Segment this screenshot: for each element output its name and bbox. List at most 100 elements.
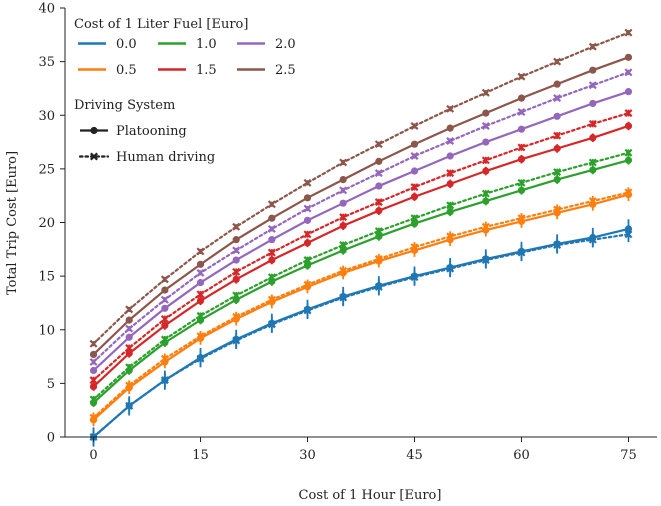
plot-area	[89, 28, 633, 447]
series-1-0-human-line	[92, 151, 630, 401]
human-point	[624, 28, 633, 37]
platooning-point	[89, 399, 98, 407]
human-marker-stroke	[553, 94, 562, 103]
human-marker-stroke	[125, 305, 134, 314]
series-1-5-human-line	[92, 112, 630, 382]
human-point	[267, 248, 276, 257]
human-marker-stroke	[160, 275, 169, 284]
human-point	[339, 186, 348, 195]
platooning-point	[589, 166, 597, 174]
platooning-point	[268, 319, 276, 327]
human-point	[303, 256, 312, 265]
human-marker-stroke	[374, 169, 383, 178]
legend-platooning-marker	[90, 126, 98, 135]
platooning-point	[232, 275, 240, 283]
platooning-point	[339, 246, 347, 254]
platooning-point	[89, 382, 98, 391]
legend-label-human-driving: Human driving	[116, 150, 215, 165]
human-marker-stroke	[624, 68, 633, 77]
human-point	[446, 169, 455, 178]
platooning-point	[339, 292, 347, 301]
human-marker-stroke	[553, 131, 562, 140]
platooning-point	[446, 263, 454, 272]
platooning-point	[482, 197, 490, 205]
platooning-point	[624, 191, 633, 199]
platooning-point	[446, 152, 454, 160]
human-marker-stroke	[196, 247, 205, 256]
human-marker-stroke	[267, 200, 276, 209]
platooning-point	[482, 109, 490, 117]
legend-title-driving-system: Driving System	[74, 98, 175, 113]
y-tick-label: 5	[47, 377, 55, 392]
platooning-point	[624, 225, 633, 233]
human-point	[232, 222, 241, 231]
platooning-point	[375, 282, 383, 290]
legend-label-fuel-0-5: 0.5	[116, 63, 137, 78]
human-marker-stroke	[303, 230, 312, 239]
human-point	[410, 121, 419, 130]
series-0-5-platooning-line	[92, 193, 629, 421]
legend-human-marker	[90, 152, 98, 161]
platooning-point	[89, 416, 98, 424]
series-2-0	[89, 68, 633, 375]
series-2-5-human-line	[92, 31, 630, 345]
human-point	[446, 137, 455, 145]
y-tick-label: 35	[38, 55, 55, 70]
x-tick-label: 15	[192, 448, 209, 463]
human-marker-stroke	[339, 241, 348, 250]
human-marker-stroke	[232, 267, 241, 276]
human-point	[374, 140, 383, 149]
platooning-point	[196, 354, 205, 362]
platooning-point	[410, 272, 419, 280]
y-axis-label: Total Trip Cost [Euro]	[5, 151, 20, 295]
human-point	[588, 42, 597, 51]
platooning-point	[553, 240, 561, 248]
x-tick-label: 30	[299, 448, 316, 463]
platooning-point	[268, 277, 276, 286]
human-marker-stroke	[446, 104, 455, 113]
human-marker-stroke	[624, 109, 633, 118]
human-point	[410, 152, 419, 160]
human-point	[125, 305, 134, 314]
human-point	[160, 275, 169, 284]
y-tick-label: 20	[38, 216, 55, 231]
human-marker-stroke	[481, 121, 490, 130]
human-point	[517, 108, 526, 117]
human-marker-stroke	[517, 108, 526, 117]
human-marker-stroke	[446, 169, 455, 178]
human-marker-stroke	[410, 152, 419, 160]
platooning-point	[303, 305, 312, 313]
human-point	[446, 104, 455, 113]
platooning-point	[410, 193, 419, 201]
platooning-point	[375, 257, 383, 265]
platooning-point	[446, 208, 454, 216]
platooning-point	[89, 366, 98, 375]
human-point	[89, 357, 98, 366]
series-1-5	[89, 109, 633, 391]
y-tick-label: 0	[47, 431, 55, 446]
platooning-point	[268, 256, 276, 264]
platooning-point	[268, 236, 276, 244]
platooning-point	[446, 236, 454, 244]
platooning-point	[232, 335, 240, 344]
x-tick-label: 0	[89, 448, 97, 463]
y-tick-label: 25	[38, 162, 55, 177]
human-point	[481, 156, 490, 165]
human-marker-stroke	[303, 204, 312, 213]
human-marker-stroke	[125, 344, 134, 352]
human-marker-stroke	[90, 152, 98, 161]
human-marker-stroke	[267, 248, 276, 257]
human-point	[267, 200, 276, 209]
human-point	[89, 376, 98, 385]
platooning-point	[375, 207, 383, 215]
human-point	[303, 230, 312, 239]
platooning-point	[482, 138, 490, 146]
x-tick-label: 60	[513, 448, 530, 463]
human-point	[588, 158, 597, 167]
platooning-point	[125, 349, 133, 357]
human-point	[160, 295, 169, 304]
human-marker-stroke	[196, 268, 205, 277]
human-marker-stroke	[481, 156, 490, 165]
human-marker-stroke	[339, 213, 348, 222]
platooning-point	[589, 99, 597, 108]
